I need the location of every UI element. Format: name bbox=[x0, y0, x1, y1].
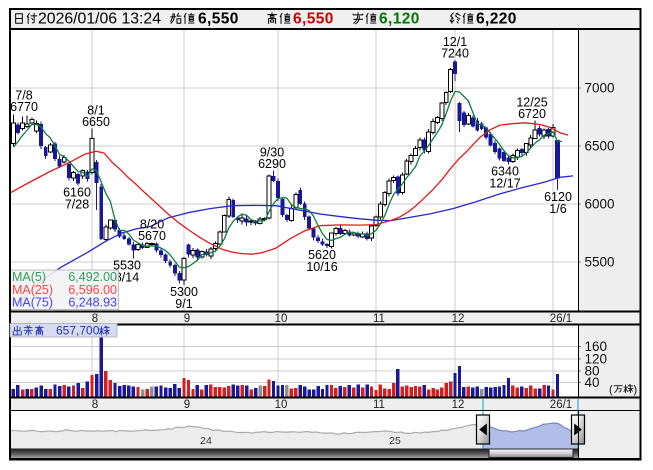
svg-text:40: 40 bbox=[585, 375, 600, 390]
svg-text:7000: 7000 bbox=[585, 81, 615, 96]
svg-text:12/25: 12/25 bbox=[516, 95, 547, 109]
svg-text:7240: 7240 bbox=[441, 47, 469, 61]
svg-text:8: 8 bbox=[92, 399, 98, 411]
svg-text:6120: 6120 bbox=[544, 190, 572, 204]
svg-text:11: 11 bbox=[373, 313, 385, 325]
svg-text:9/30: 9/30 bbox=[260, 145, 284, 159]
svg-text:120: 120 bbox=[585, 352, 608, 367]
svg-text:8/20: 8/20 bbox=[140, 217, 164, 231]
svg-text:1/6: 1/6 bbox=[549, 202, 566, 216]
svg-text:8/1: 8/1 bbox=[87, 104, 104, 118]
svg-text:6,492.00: 6,492.00 bbox=[68, 270, 117, 284]
svg-text:24: 24 bbox=[200, 435, 212, 447]
svg-text:6,248.93: 6,248.93 bbox=[68, 296, 117, 310]
svg-text:8/14: 8/14 bbox=[115, 271, 139, 285]
svg-text:10: 10 bbox=[275, 313, 288, 325]
svg-text:6340: 6340 bbox=[491, 165, 519, 179]
svg-text:(: ( bbox=[609, 384, 613, 396]
svg-text:6,550: 6,550 bbox=[198, 11, 239, 28]
svg-text:7/8: 7/8 bbox=[15, 89, 32, 103]
svg-text:9/1: 9/1 bbox=[175, 297, 192, 311]
svg-text:26/1: 26/1 bbox=[550, 399, 572, 411]
svg-text:10/16: 10/16 bbox=[306, 260, 337, 274]
svg-text:6,220: 6,220 bbox=[476, 11, 517, 28]
svg-text:6500: 6500 bbox=[585, 139, 615, 154]
svg-text:6,596.00: 6,596.00 bbox=[68, 283, 117, 297]
svg-text:2026/01/06 13:24: 2026/01/06 13:24 bbox=[38, 11, 161, 28]
svg-text:160: 160 bbox=[585, 339, 608, 354]
svg-text:6160: 6160 bbox=[63, 185, 91, 199]
svg-text:6650: 6650 bbox=[82, 115, 110, 129]
svg-text:5670: 5670 bbox=[138, 229, 166, 243]
svg-text:6,550: 6,550 bbox=[293, 11, 334, 28]
svg-text:80: 80 bbox=[585, 364, 600, 379]
svg-text:26/1: 26/1 bbox=[550, 313, 572, 325]
svg-text:5530: 5530 bbox=[113, 259, 141, 273]
svg-text:657,700: 657,700 bbox=[56, 324, 100, 338]
svg-text:MA(75): MA(75) bbox=[12, 296, 53, 310]
svg-text:9: 9 bbox=[184, 399, 190, 411]
svg-text:6720: 6720 bbox=[518, 107, 546, 121]
svg-text:9: 9 bbox=[184, 313, 190, 325]
svg-text:10: 10 bbox=[275, 399, 288, 411]
svg-text:MA(5): MA(5) bbox=[12, 270, 46, 284]
svg-text:5300: 5300 bbox=[170, 285, 198, 299]
svg-text:12: 12 bbox=[452, 313, 465, 325]
svg-text:8: 8 bbox=[92, 313, 98, 325]
svg-text:12/17: 12/17 bbox=[489, 177, 520, 191]
svg-text:5500: 5500 bbox=[585, 255, 615, 270]
svg-text:5620: 5620 bbox=[308, 248, 336, 262]
svg-text:6000: 6000 bbox=[585, 197, 615, 212]
svg-text:MA(25): MA(25) bbox=[12, 283, 53, 297]
svg-text:7/28: 7/28 bbox=[65, 197, 89, 211]
svg-text:11: 11 bbox=[373, 399, 385, 411]
svg-text:12: 12 bbox=[452, 399, 465, 411]
svg-text:12/1: 12/1 bbox=[443, 35, 467, 49]
svg-text:6290: 6290 bbox=[258, 157, 286, 171]
svg-text:): ) bbox=[634, 384, 638, 396]
svg-text:6770: 6770 bbox=[10, 100, 38, 114]
svg-text:6,120: 6,120 bbox=[379, 11, 420, 28]
svg-text:25: 25 bbox=[389, 435, 401, 447]
